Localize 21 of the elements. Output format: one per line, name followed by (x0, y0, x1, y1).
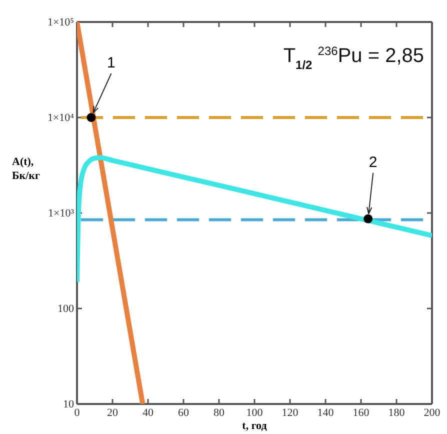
y-tick-label: 1×10³ (48, 208, 75, 220)
y-tick-label: 10 (63, 398, 74, 411)
x-tick-label: 120 (282, 406, 299, 419)
text: T$_{1/2}$ $^{236}$Pu = 2,85 (283, 44, 424, 72)
x-tick-label: 60 (178, 406, 190, 419)
x-tick-label: 180 (388, 406, 406, 419)
y-tick-label: 1×10⁵ (47, 16, 74, 29)
annotation: 1 (107, 54, 116, 72)
x-axis-title: t, год (242, 420, 268, 432)
x-tick-label: 200 (424, 406, 441, 419)
x-tick-label: 80 (214, 406, 225, 419)
x-tick-label: 160 (352, 406, 370, 419)
y-tick-label: 100 (58, 303, 74, 316)
x-tick-label: 140 (317, 406, 334, 419)
x-tick-label: 100 (246, 406, 264, 419)
y-tick-label: 1×10⁴ (47, 112, 74, 124)
x-tick-label: 40 (142, 406, 154, 419)
x-tick-label: 20 (107, 406, 118, 419)
x-tick-label: 0 (74, 406, 80, 419)
annotation: 2 (368, 154, 378, 171)
y-axis-title: A(t), Бк/кг (12, 156, 40, 182)
